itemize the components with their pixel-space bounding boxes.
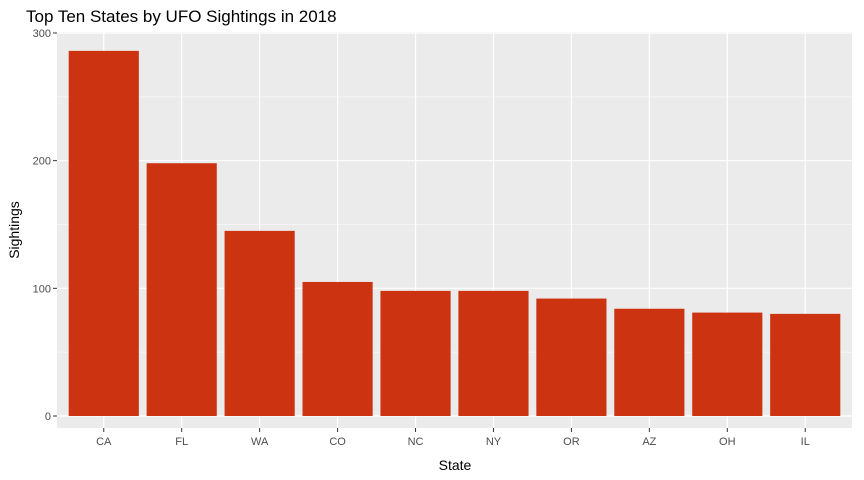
x-tick-label: IL	[801, 436, 810, 448]
x-tick-label: FL	[175, 436, 188, 448]
x-axis-title: State	[439, 457, 472, 473]
bar-fl	[146, 163, 217, 416]
y-tick-label: 200	[33, 156, 51, 168]
x-tick-label: NC	[408, 436, 424, 448]
bars	[68, 50, 841, 417]
chart-title: Top Ten States by UFO Sightings in 2018	[26, 7, 337, 26]
y-axis-title: Sightings	[6, 201, 22, 259]
bar-nc	[380, 290, 451, 416]
x-tick-label: OR	[563, 436, 580, 448]
x-tick-label: WA	[251, 436, 269, 448]
y-tick-label: 0	[45, 411, 51, 423]
bar-ca	[68, 50, 139, 417]
x-tick-label: NY	[486, 436, 502, 448]
bar-co	[302, 281, 373, 416]
bar-az	[614, 308, 685, 416]
y-tick-label: 300	[33, 28, 51, 40]
x-axis: CA FL WA CO NC NY OR AZ OH IL	[96, 428, 810, 448]
x-tick-label: AZ	[642, 436, 656, 448]
bar-or	[536, 298, 607, 416]
bar-oh	[692, 312, 763, 416]
bar-il	[770, 313, 841, 416]
x-tick-label: CO	[329, 436, 346, 448]
bar-ny	[458, 290, 529, 416]
bar-wa	[224, 230, 295, 416]
x-tick-label: OH	[719, 436, 736, 448]
y-tick-label: 100	[33, 283, 51, 295]
y-axis: 0 100 200 300	[33, 28, 57, 423]
x-tick-label: CA	[96, 436, 112, 448]
